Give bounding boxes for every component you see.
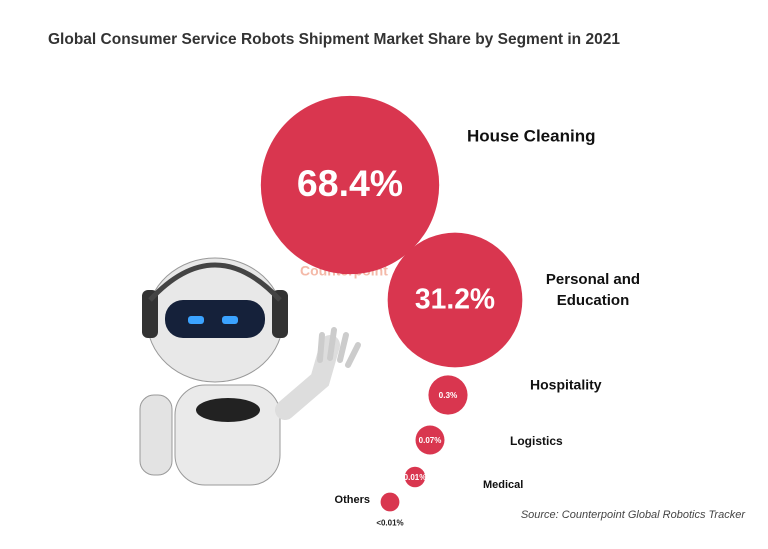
bubble bbox=[428, 375, 468, 415]
category-label: Personal and Education bbox=[546, 271, 640, 309]
value-label: 68.4% bbox=[297, 162, 403, 204]
bubble bbox=[404, 466, 426, 488]
value-label: 31.2% bbox=[415, 282, 495, 314]
robot-illustration bbox=[139, 257, 361, 486]
value-label: <0.01% bbox=[376, 519, 403, 528]
bubble bbox=[260, 95, 440, 275]
bubble bbox=[415, 425, 445, 455]
category-label: Others bbox=[335, 494, 370, 506]
bubble bbox=[380, 492, 400, 512]
value-label: 0.01% bbox=[404, 473, 427, 482]
category-label: Hospitality bbox=[530, 377, 602, 393]
category-label: House Cleaning bbox=[467, 126, 595, 145]
category-label: Medical bbox=[483, 479, 523, 491]
source: Source: Counterpoint Global Robotics Tra… bbox=[521, 509, 747, 521]
value-label: 0.07% bbox=[419, 436, 442, 445]
chart-title: Global Consumer Service Robots Shipment … bbox=[48, 31, 620, 48]
category-label: Logistics bbox=[510, 434, 563, 448]
value-label: 0.3% bbox=[439, 391, 458, 400]
bubble bbox=[387, 232, 523, 368]
